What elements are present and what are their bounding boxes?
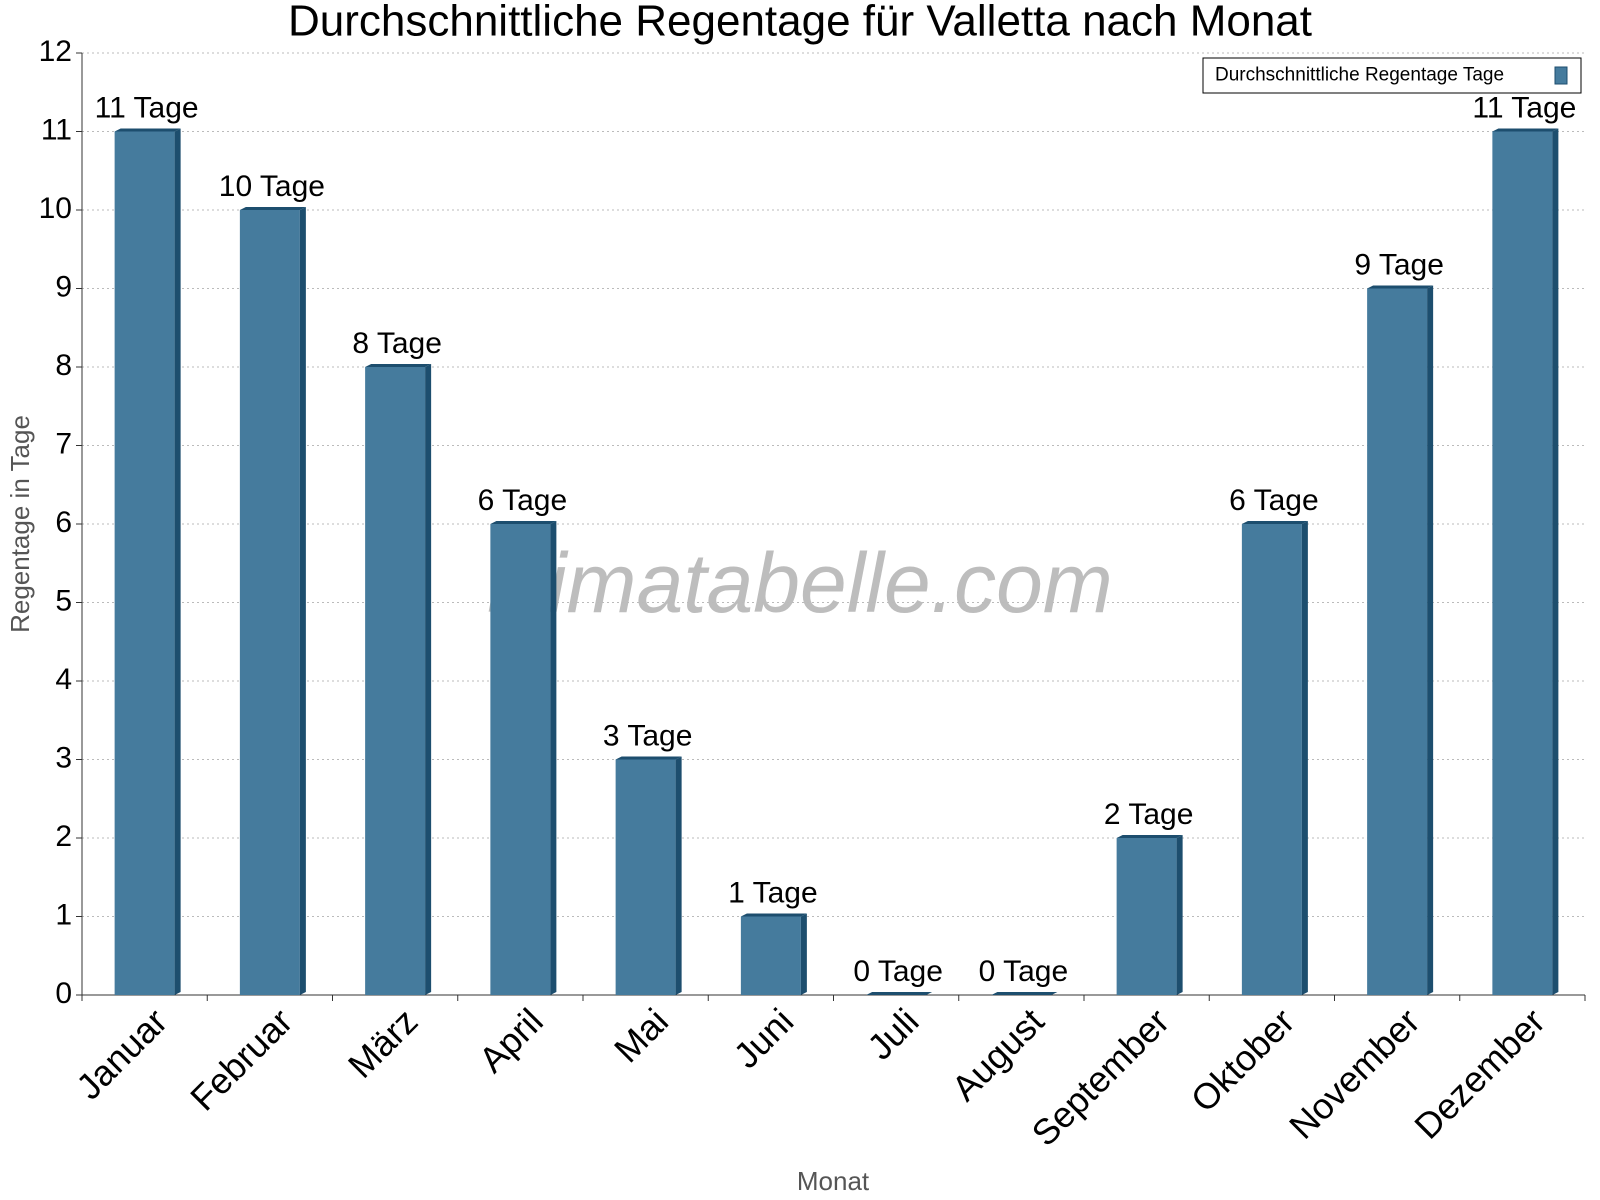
y-tick-label: 11 xyxy=(41,113,72,146)
value-label: 11 Tage xyxy=(1472,91,1576,124)
bar-top xyxy=(1367,285,1434,289)
y-tick-label: 6 xyxy=(55,506,72,539)
bar xyxy=(740,916,801,995)
x-axis-label: Monat xyxy=(797,1166,870,1196)
bar-top xyxy=(866,992,933,995)
value-label: 1 Tage xyxy=(728,876,818,909)
value-label: 3 Tage xyxy=(603,719,693,752)
y-tick-label: 9 xyxy=(55,270,72,303)
y-tick-label: 1 xyxy=(55,898,72,931)
bar xyxy=(1116,838,1177,995)
bar-side xyxy=(675,756,682,995)
bar xyxy=(365,367,426,995)
bar-side xyxy=(1552,128,1559,995)
bar-top xyxy=(114,128,181,132)
bar-side xyxy=(425,364,432,995)
x-tick-label: Juli xyxy=(859,1000,926,1067)
x-tick-label: Januar xyxy=(68,1000,175,1107)
legend-label: Durchschnittliche Regentage Tage xyxy=(1215,65,1504,86)
value-label: 6 Tage xyxy=(478,484,568,517)
bar-top xyxy=(1492,128,1559,132)
bar-top xyxy=(615,756,682,760)
y-tick-label: 5 xyxy=(55,584,72,617)
bar-top xyxy=(991,992,1058,995)
x-tick-label: Dezember xyxy=(1406,1000,1552,1146)
x-tick-label: Februar xyxy=(182,1000,300,1118)
x-tick-label: November xyxy=(1281,1000,1427,1146)
x-tick-label: August xyxy=(944,1000,1052,1108)
bar-side xyxy=(550,521,557,995)
y-tick-label: 10 xyxy=(39,192,72,225)
y-tick-label: 2 xyxy=(55,820,72,853)
legend-box xyxy=(1202,57,1582,94)
chart-title: Durchschnittliche Regentage für Valletta… xyxy=(288,0,1312,46)
value-label: 8 Tage xyxy=(352,327,442,360)
bar-side xyxy=(174,128,181,995)
bar-top xyxy=(490,521,557,524)
x-tick-label: März xyxy=(340,1000,426,1086)
bar-top xyxy=(239,207,306,210)
bar-top xyxy=(1116,835,1183,838)
value-label: 9 Tage xyxy=(1354,248,1444,281)
x-tick-label: Juni xyxy=(726,1000,802,1076)
bar-side xyxy=(1301,521,1308,995)
y-axis-label: Regentage in Tage xyxy=(5,415,35,633)
x-tick-label: Oktober xyxy=(1183,1000,1303,1120)
bar-side xyxy=(1427,285,1434,995)
y-tick-label: 7 xyxy=(55,427,72,460)
legend-swatch xyxy=(1554,66,1568,85)
bar-side xyxy=(299,207,306,995)
value-label: 2 Tage xyxy=(1104,798,1194,831)
watermark: klimatabelle.com xyxy=(487,536,1113,630)
value-label: 10 Tage xyxy=(219,170,325,203)
y-tick-label: 4 xyxy=(55,663,72,696)
bar-top xyxy=(1241,521,1308,524)
bar-side xyxy=(1176,835,1183,995)
bar xyxy=(1367,288,1428,995)
value-label: 6 Tage xyxy=(1229,484,1319,517)
y-tick-label: 0 xyxy=(55,977,72,1010)
x-tick-label: Mai xyxy=(606,1000,676,1070)
bar xyxy=(1241,524,1302,995)
bar xyxy=(615,759,676,995)
bar xyxy=(1492,131,1553,995)
value-label: 11 Tage xyxy=(95,91,199,124)
x-tick-label: April xyxy=(471,1000,551,1080)
bar-top xyxy=(365,364,432,367)
value-label: 0 Tage xyxy=(853,955,943,988)
value-label: 0 Tage xyxy=(979,955,1069,988)
bar xyxy=(114,131,175,995)
bar xyxy=(490,524,551,995)
bar xyxy=(239,210,300,995)
y-tick-label: 12 xyxy=(39,35,72,68)
y-tick-label: 8 xyxy=(55,349,72,382)
bar-side xyxy=(800,913,807,995)
x-tick-label: September xyxy=(1023,1000,1177,1154)
bar-top xyxy=(740,913,807,917)
y-tick-label: 3 xyxy=(55,741,72,774)
